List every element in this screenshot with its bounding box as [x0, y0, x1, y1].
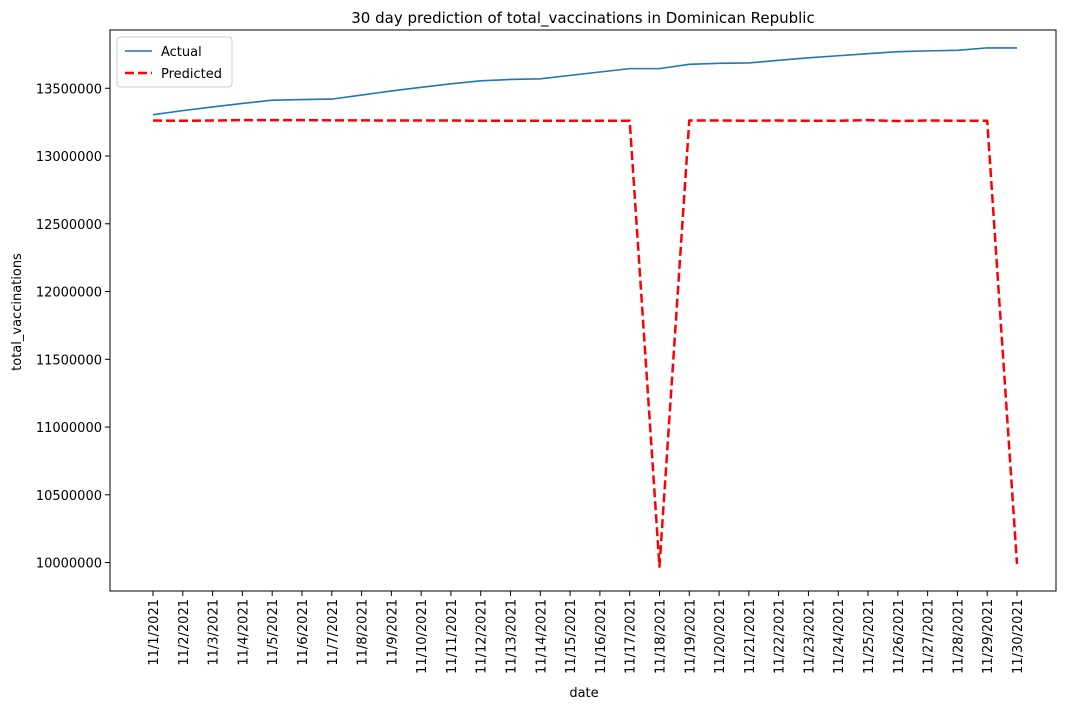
x-tick-label: 11/19/2021: [683, 599, 698, 674]
x-tick-label: 11/20/2021: [713, 599, 728, 674]
x-tick-label: 11/16/2021: [594, 599, 609, 674]
x-tick-label: 11/10/2021: [415, 599, 430, 674]
x-tick-label: 11/2/2021: [177, 599, 192, 666]
x-tick-label: 11/14/2021: [534, 599, 549, 674]
legend: Actual Predicted: [116, 36, 233, 88]
series-layer: [152, 47, 1019, 568]
y-tick-label: 13500000: [36, 82, 102, 97]
x-tick-label: 11/1/2021: [147, 599, 162, 666]
x-tick-label: 11/23/2021: [802, 599, 817, 674]
x-tick-label: 11/8/2021: [356, 599, 371, 666]
x-tick-label: 11/5/2021: [266, 599, 281, 666]
x-tick-label: 11/12/2021: [475, 599, 490, 674]
plot-frame: [109, 29, 1057, 592]
y-axis-label: total_vaccinations: [10, 253, 25, 371]
y-tick-label: 10500000: [36, 489, 102, 504]
x-tick-label: 11/15/2021: [564, 599, 579, 674]
x-tick-label: 11/7/2021: [326, 599, 341, 666]
x-tick-label: 11/11/2021: [445, 599, 460, 674]
x-tick-label: 11/4/2021: [236, 599, 251, 666]
x-tick-label: 11/22/2021: [773, 599, 788, 674]
x-tick-label: 11/13/2021: [505, 599, 520, 674]
y-axis: 10000000 10500000 11000000 11500000 12000000…: [36, 82, 110, 572]
x-tick-label: 11/17/2021: [624, 599, 639, 674]
series-line-actual: [152, 47, 1017, 116]
x-tick-label: 11/3/2021: [207, 599, 222, 666]
y-tick-label: 12000000: [36, 286, 102, 301]
x-tick-label: 11/30/2021: [1011, 599, 1026, 674]
x-tick-label: 11/9/2021: [385, 599, 400, 666]
x-tick-label: 11/25/2021: [862, 599, 877, 674]
y-tick-label: 13000000: [36, 150, 102, 165]
y-tick-label: 11500000: [36, 353, 102, 368]
y-tick-label: 11000000: [36, 421, 102, 436]
x-tick-label: 11/28/2021: [951, 599, 966, 674]
x-tick-label: 11/29/2021: [981, 599, 996, 674]
legend-label-predicted: Predicted: [161, 67, 222, 82]
x-tick-label: 11/21/2021: [743, 599, 758, 674]
x-axis-label: date: [569, 686, 598, 701]
x-tick-label: 11/6/2021: [296, 599, 311, 666]
x-tick-label: 11/24/2021: [832, 599, 847, 674]
series-line-predicted: [152, 118, 1019, 568]
legend-box: [116, 36, 233, 88]
chart-title: 30 day prediction of total_vaccinations …: [351, 9, 814, 28]
y-tick-label: 10000000: [36, 557, 102, 572]
x-tick-label: 11/27/2021: [922, 599, 937, 674]
x-tick-label: 11/26/2021: [892, 599, 907, 674]
x-tick-label: 11/18/2021: [653, 599, 668, 674]
y-tick-label: 12500000: [36, 218, 102, 233]
legend-label-actual: Actual: [161, 45, 202, 60]
x-axis: 11/1/2021 11/2/2021 11/3/2021 11/4/2021 11/5…: [147, 591, 1026, 674]
